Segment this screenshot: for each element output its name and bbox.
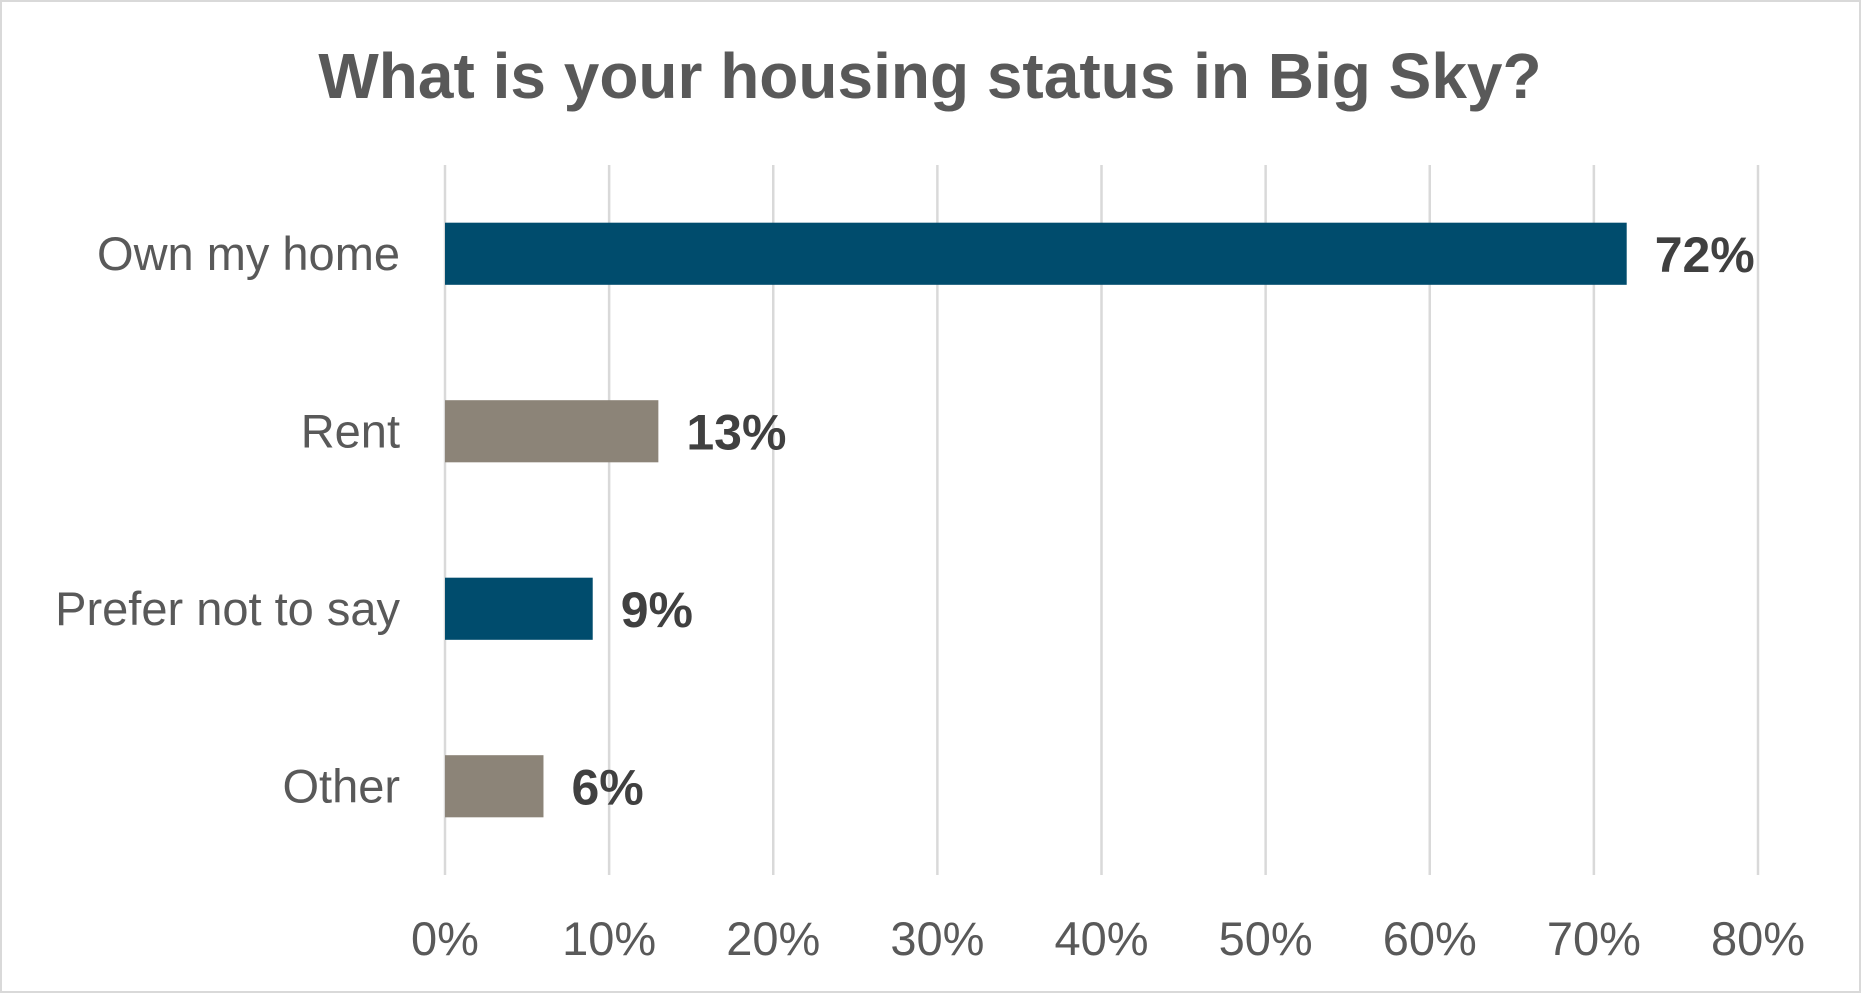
category-label: Own my home [97,227,400,280]
category-label: Prefer not to say [55,582,400,635]
x-tick-label: 40% [1054,912,1148,965]
data-label: 13% [686,404,786,460]
x-axis-tick-labels: 0% 10% 20% 30% 40% 50% 60% 70% 80% [411,912,1805,965]
bar [445,755,544,818]
category-label: Rent [301,404,400,457]
category-label: Other [282,759,400,812]
data-labels: 72% 13% 9% 6% [571,227,1754,816]
data-label: 6% [571,759,643,815]
x-tick-label: 60% [1383,912,1477,965]
x-tick-label: 80% [1711,912,1805,965]
x-tick-label: 20% [726,912,820,965]
data-label: 72% [1655,227,1755,283]
x-tick-label: 0% [411,912,479,965]
category-labels: Own my home Rent Prefer not to say Other [55,227,400,813]
data-label: 9% [621,582,693,638]
x-tick-label: 50% [1219,912,1313,965]
bar [445,577,593,640]
chart-title: What is your housing status in Big Sky? [318,40,1541,112]
x-tick-label: 30% [890,912,984,965]
bars [445,222,1627,818]
bar [445,222,1627,285]
x-tick-label: 70% [1547,912,1641,965]
x-tick-label: 10% [562,912,656,965]
bar [445,400,659,463]
